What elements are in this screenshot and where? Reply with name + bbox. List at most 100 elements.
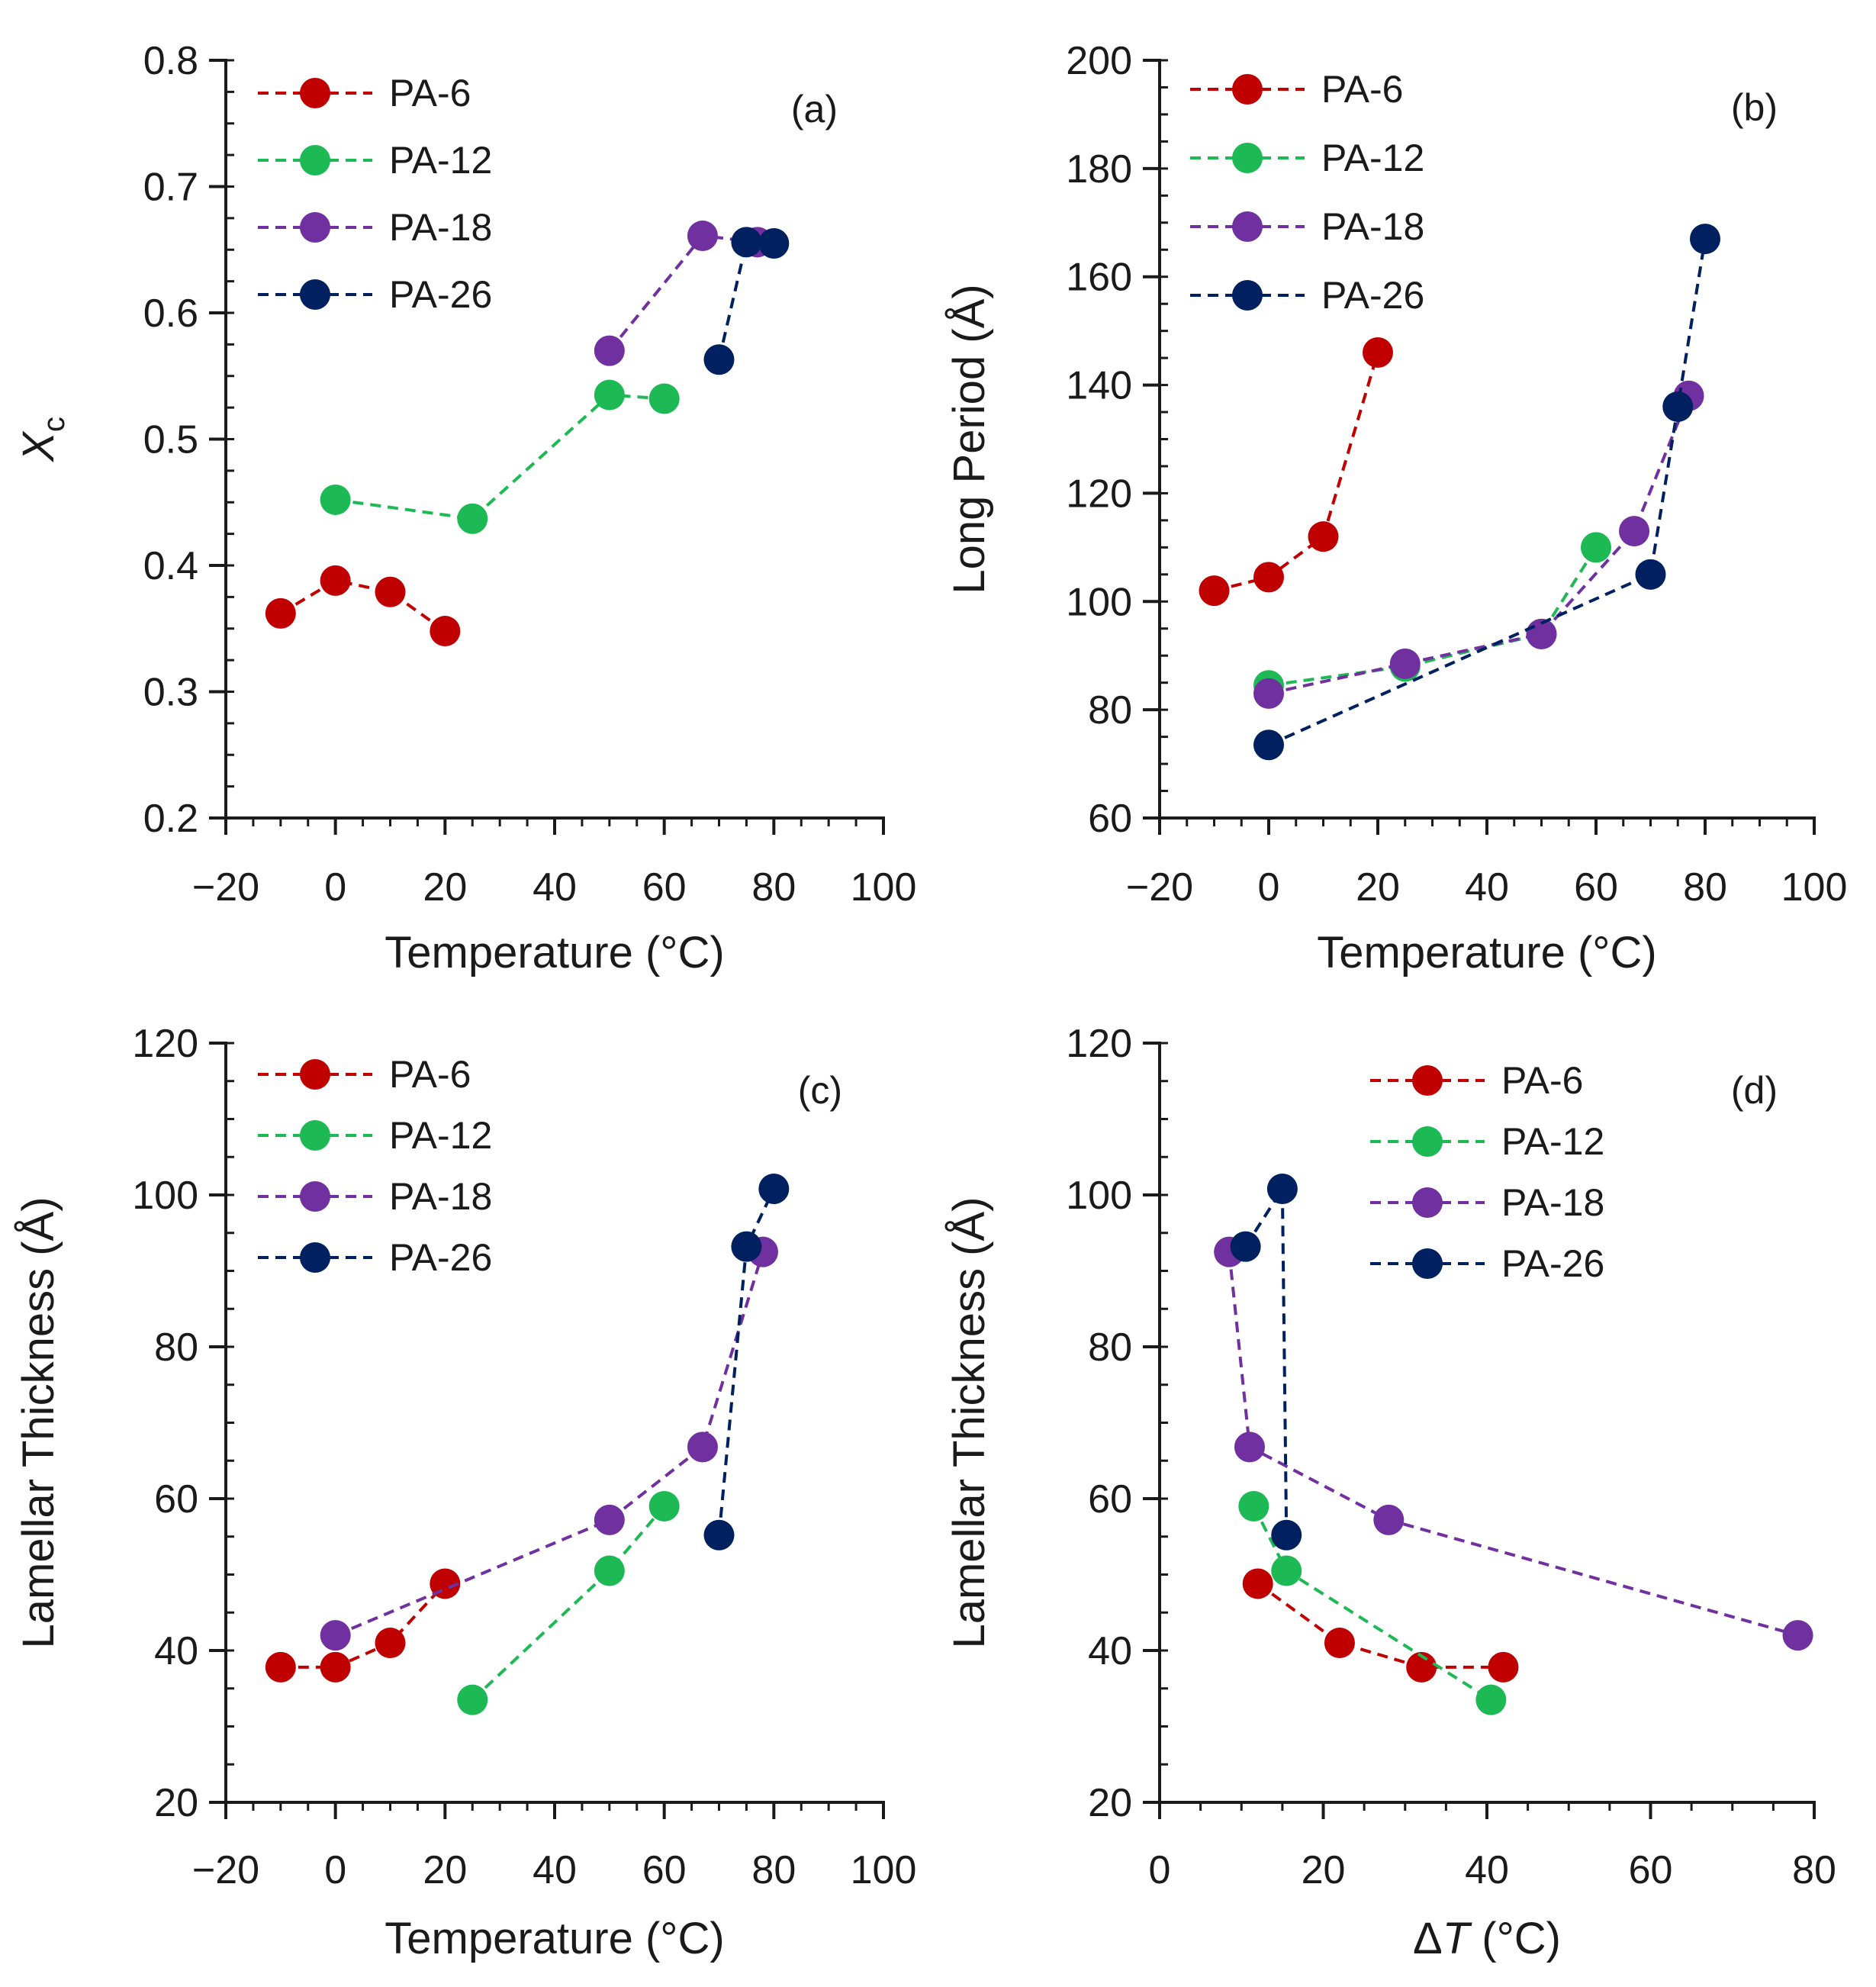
- y-tick-label: 60: [154, 1477, 198, 1522]
- x-tick-label: 80: [751, 865, 796, 910]
- x-tick-label: 60: [642, 1848, 687, 1892]
- y-tick-label: 0.3: [143, 671, 198, 715]
- data-point-pa-26: [758, 1174, 790, 1205]
- y-tick-label: 80: [1088, 688, 1132, 733]
- y-axis-title-subscript: c: [37, 417, 71, 432]
- x-tick-label: 20: [423, 1848, 467, 1892]
- series-line-pa-12: [335, 393, 664, 520]
- data-point-pa-12: [1581, 532, 1611, 563]
- legend-label: PA-12: [1321, 137, 1424, 179]
- y-axis-title-main: Lamellar Thickness (Å): [14, 1196, 63, 1648]
- data-point-pa-6: [430, 616, 461, 647]
- legend-item-pa-18: PA-18: [1370, 1181, 1604, 1224]
- data-point-pa-26: [1253, 729, 1284, 761]
- y-axis-title: Long Period (Å): [944, 284, 994, 594]
- y-tick-label: 0.7: [143, 166, 198, 210]
- x-tick-label: 40: [1465, 865, 1509, 910]
- data-point-pa-6: [375, 1628, 406, 1659]
- y-axis-title: Lamellar Thickness (Å): [944, 1196, 994, 1648]
- data-point-pa-6: [265, 597, 296, 629]
- legend-marker: [300, 212, 330, 243]
- legend-item-pa-6: PA-6: [1370, 1059, 1583, 1102]
- y-tick-label: 80: [1088, 1325, 1132, 1370]
- y-tick-label: 200: [1066, 39, 1132, 83]
- legend-marker: [1412, 1248, 1443, 1279]
- series-line-pa-6: [1214, 352, 1379, 593]
- data-point-pa-26: [758, 227, 790, 259]
- x-axis-title: Temperature (°C): [385, 1914, 724, 1963]
- data-point-pa-18: [1782, 1620, 1813, 1651]
- legend-marker: [1412, 1187, 1443, 1218]
- data-point-pa-6: [1406, 1651, 1437, 1683]
- x-tick-label: 40: [533, 865, 577, 910]
- y-axis-title-main: Long Period (Å): [944, 284, 994, 594]
- y-tick-label: 0.6: [143, 291, 198, 336]
- series-line-pa-18: [1268, 395, 1691, 695]
- data-point-pa-26: [731, 1231, 762, 1262]
- x-tick-label: 60: [1629, 1848, 1673, 1892]
- legend-marker: [1412, 1126, 1443, 1157]
- panel-label: (c): [798, 1069, 842, 1112]
- y-tick-label: 100: [1066, 580, 1132, 624]
- legend-label: PA-6: [389, 1053, 471, 1096]
- x-tick-label: 20: [1356, 865, 1400, 910]
- data-point-pa-26: [703, 1519, 735, 1551]
- data-point-pa-18: [1253, 678, 1284, 709]
- x-tick-label: 20: [1302, 1848, 1346, 1892]
- legend-item-pa-26: PA-26: [258, 273, 492, 316]
- data-point-pa-18: [687, 221, 718, 252]
- legend-marker: [300, 1120, 330, 1151]
- legend-marker: [1232, 143, 1263, 173]
- legend-marker: [1232, 74, 1263, 105]
- data-point-pa-6: [1324, 1628, 1355, 1659]
- legend-label: PA-26: [389, 273, 492, 316]
- legend-item-pa-6: PA-6: [1190, 68, 1403, 111]
- legend-item-pa-12: PA-12: [258, 1114, 492, 1157]
- legend-item-pa-12: PA-12: [1370, 1120, 1604, 1163]
- y-tick-label: 40: [154, 1629, 198, 1673]
- legend-item-pa-12: PA-12: [1190, 137, 1424, 179]
- y-tick-label: 0.2: [143, 797, 198, 841]
- series-line-pa-26: [1244, 1184, 1289, 1535]
- legend-label: PA-12: [1501, 1120, 1604, 1163]
- series-line-pa-18: [608, 233, 758, 352]
- data-point-pa-26: [703, 344, 735, 375]
- x-tick-label: −20: [192, 1848, 259, 1892]
- y-axis-title-main: X: [14, 430, 63, 463]
- panel-label: (b): [1731, 86, 1778, 129]
- y-tick-label: 0.5: [143, 418, 198, 462]
- data-point-pa-26: [1662, 391, 1694, 422]
- legend-label: PA-18: [389, 1175, 492, 1218]
- legend-item-pa-26: PA-26: [1190, 274, 1424, 317]
- data-point-pa-26: [1271, 1519, 1302, 1551]
- legend-marker: [300, 1059, 330, 1090]
- x-tick-label: 20: [423, 865, 467, 910]
- legend-marker: [300, 145, 330, 176]
- panel-label: (d): [1731, 1069, 1778, 1112]
- legend-label: PA-18: [1321, 205, 1424, 248]
- x-tick-label: 80: [1683, 865, 1727, 910]
- x-tick-label: 0: [324, 865, 346, 910]
- y-tick-label: 140: [1066, 364, 1132, 408]
- y-tick-label: 80: [154, 1325, 198, 1370]
- data-point-pa-26: [1690, 224, 1720, 255]
- y-tick-label: 160: [1066, 256, 1132, 300]
- legend-label: PA-18: [389, 206, 492, 249]
- x-tick-label: −20: [192, 865, 259, 910]
- data-point-pa-12: [648, 1490, 680, 1522]
- series-line-pa-12: [1268, 546, 1598, 688]
- legend-label: PA-12: [389, 1114, 492, 1157]
- y-tick-label: 40: [1088, 1629, 1132, 1673]
- x-axis-title-prefix: Δ: [1413, 1914, 1443, 1963]
- legend-label: PA-18: [1501, 1181, 1604, 1224]
- x-tick-label: 100: [1781, 865, 1848, 910]
- x-tick-label: 60: [1574, 865, 1618, 910]
- data-point-pa-12: [1475, 1684, 1507, 1715]
- data-point-pa-26: [731, 227, 762, 258]
- data-point-pa-18: [1389, 648, 1421, 679]
- data-point-pa-18: [687, 1431, 718, 1463]
- data-point-pa-18: [320, 1620, 351, 1651]
- x-axis-title: Temperature (°C): [385, 928, 724, 977]
- x-tick-label: 40: [1465, 1848, 1509, 1892]
- y-tick-label: 120: [132, 1022, 198, 1066]
